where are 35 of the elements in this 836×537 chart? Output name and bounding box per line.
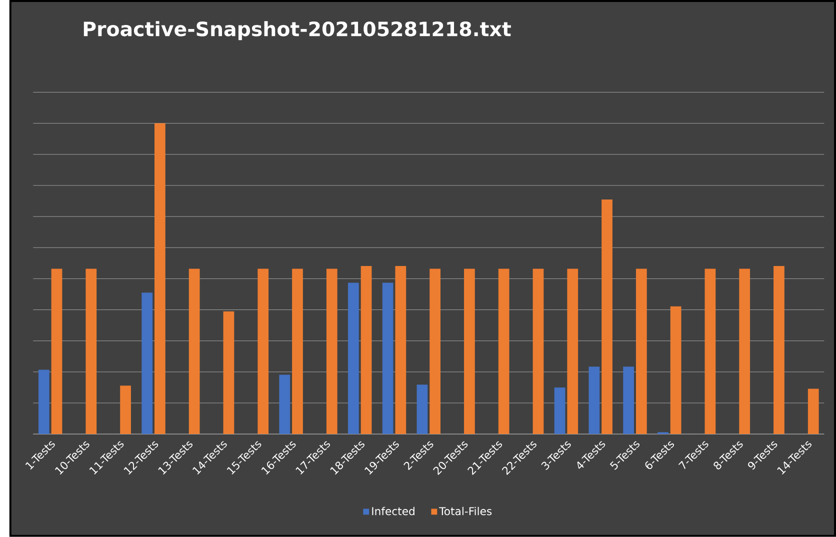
legend-label: Total-Files — [439, 506, 492, 516]
bar — [326, 268, 338, 434]
bar — [430, 268, 440, 434]
bar — [739, 268, 750, 434]
bar — [623, 366, 634, 434]
bar — [188, 268, 200, 434]
bar — [636, 268, 647, 434]
bar — [223, 311, 234, 434]
bar — [38, 370, 50, 434]
bar — [464, 268, 475, 434]
bar — [498, 268, 510, 434]
legend-label: Infected — [372, 506, 414, 516]
bar — [704, 268, 716, 434]
bar — [292, 268, 303, 434]
bar — [120, 386, 131, 434]
bar — [567, 268, 578, 434]
bar — [602, 199, 612, 434]
bar — [382, 282, 394, 434]
bar — [86, 268, 97, 434]
bar — [258, 268, 269, 434]
bar — [774, 266, 784, 434]
bar — [554, 387, 566, 434]
bar — [279, 374, 290, 434]
bar — [395, 266, 406, 434]
bar — [154, 123, 166, 434]
bar — [588, 366, 600, 434]
bar — [808, 388, 819, 434]
bar — [532, 268, 544, 434]
bar — [348, 282, 359, 434]
bar — [670, 306, 682, 434]
bar — [51, 268, 62, 434]
bar — [360, 266, 372, 434]
bar — [142, 292, 153, 434]
chart-title: Proactive-Snapshot-202105281218.txt — [84, 21, 511, 40]
bar — [416, 384, 428, 434]
